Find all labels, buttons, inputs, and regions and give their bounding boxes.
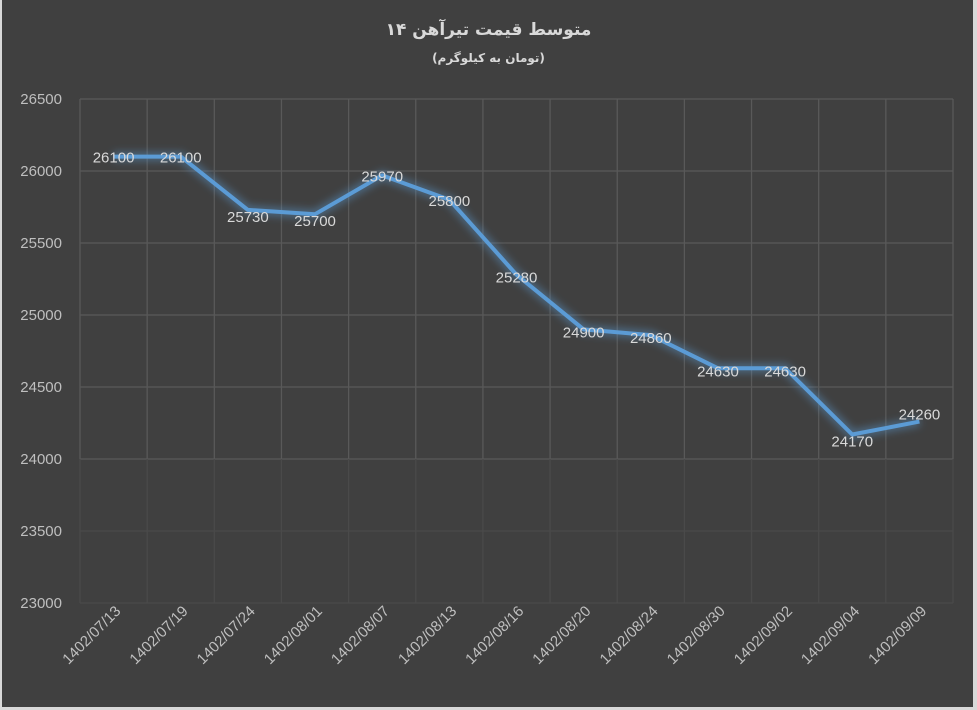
data-label: 24630 (764, 363, 806, 380)
x-tick-label: 1402/07/19 (126, 603, 191, 668)
x-tick-label: 1402/07/13 (59, 603, 124, 668)
data-label: 24900 (563, 324, 605, 341)
data-label: 25700 (294, 213, 336, 230)
x-tick-label: 1402/08/01 (261, 603, 326, 668)
x-tick-label: 1402/09/02 (731, 603, 796, 668)
x-tick-label: 1402/08/24 (597, 603, 662, 668)
y-tick-label: 26500 (20, 91, 62, 108)
data-label: 25730 (227, 209, 269, 226)
data-label: 26100 (160, 150, 202, 167)
y-tick-label: 23500 (20, 523, 62, 540)
data-label: 25970 (361, 168, 403, 185)
y-tick-label: 26000 (20, 163, 62, 180)
data-label: 25800 (428, 193, 470, 210)
x-tick-label: 1402/08/20 (529, 603, 594, 668)
x-tick-label: 1402/08/30 (664, 603, 729, 668)
data-label: 26100 (93, 150, 135, 167)
price-line (113, 154, 920, 437)
x-tick-label: 1402/08/16 (462, 603, 527, 668)
data-label: 24630 (697, 363, 739, 380)
x-tick-label: 1402/07/24 (194, 603, 259, 668)
x-tick-label: 1402/08/13 (395, 603, 460, 668)
y-tick-label: 23000 (20, 595, 62, 612)
y-tick-label: 24000 (20, 451, 62, 468)
y-tick-label: 25500 (20, 235, 62, 252)
chart-subtitle: (تومان به کیلوگرم) (432, 51, 545, 65)
y-tick-label: 25000 (20, 307, 62, 324)
data-label: 24170 (831, 434, 873, 451)
data-label: 25280 (496, 270, 538, 287)
data-label: 24260 (899, 407, 941, 424)
y-tick-label: 24500 (20, 379, 62, 396)
x-tick-label: 1402/09/09 (865, 603, 930, 668)
x-tick-label: 1402/09/04 (798, 603, 863, 668)
data-label: 24860 (630, 330, 672, 347)
x-tick-label: 1402/08/07 (328, 603, 393, 668)
chart-title: متوسط قیمت تیرآهن ۱۴ (385, 20, 592, 40)
